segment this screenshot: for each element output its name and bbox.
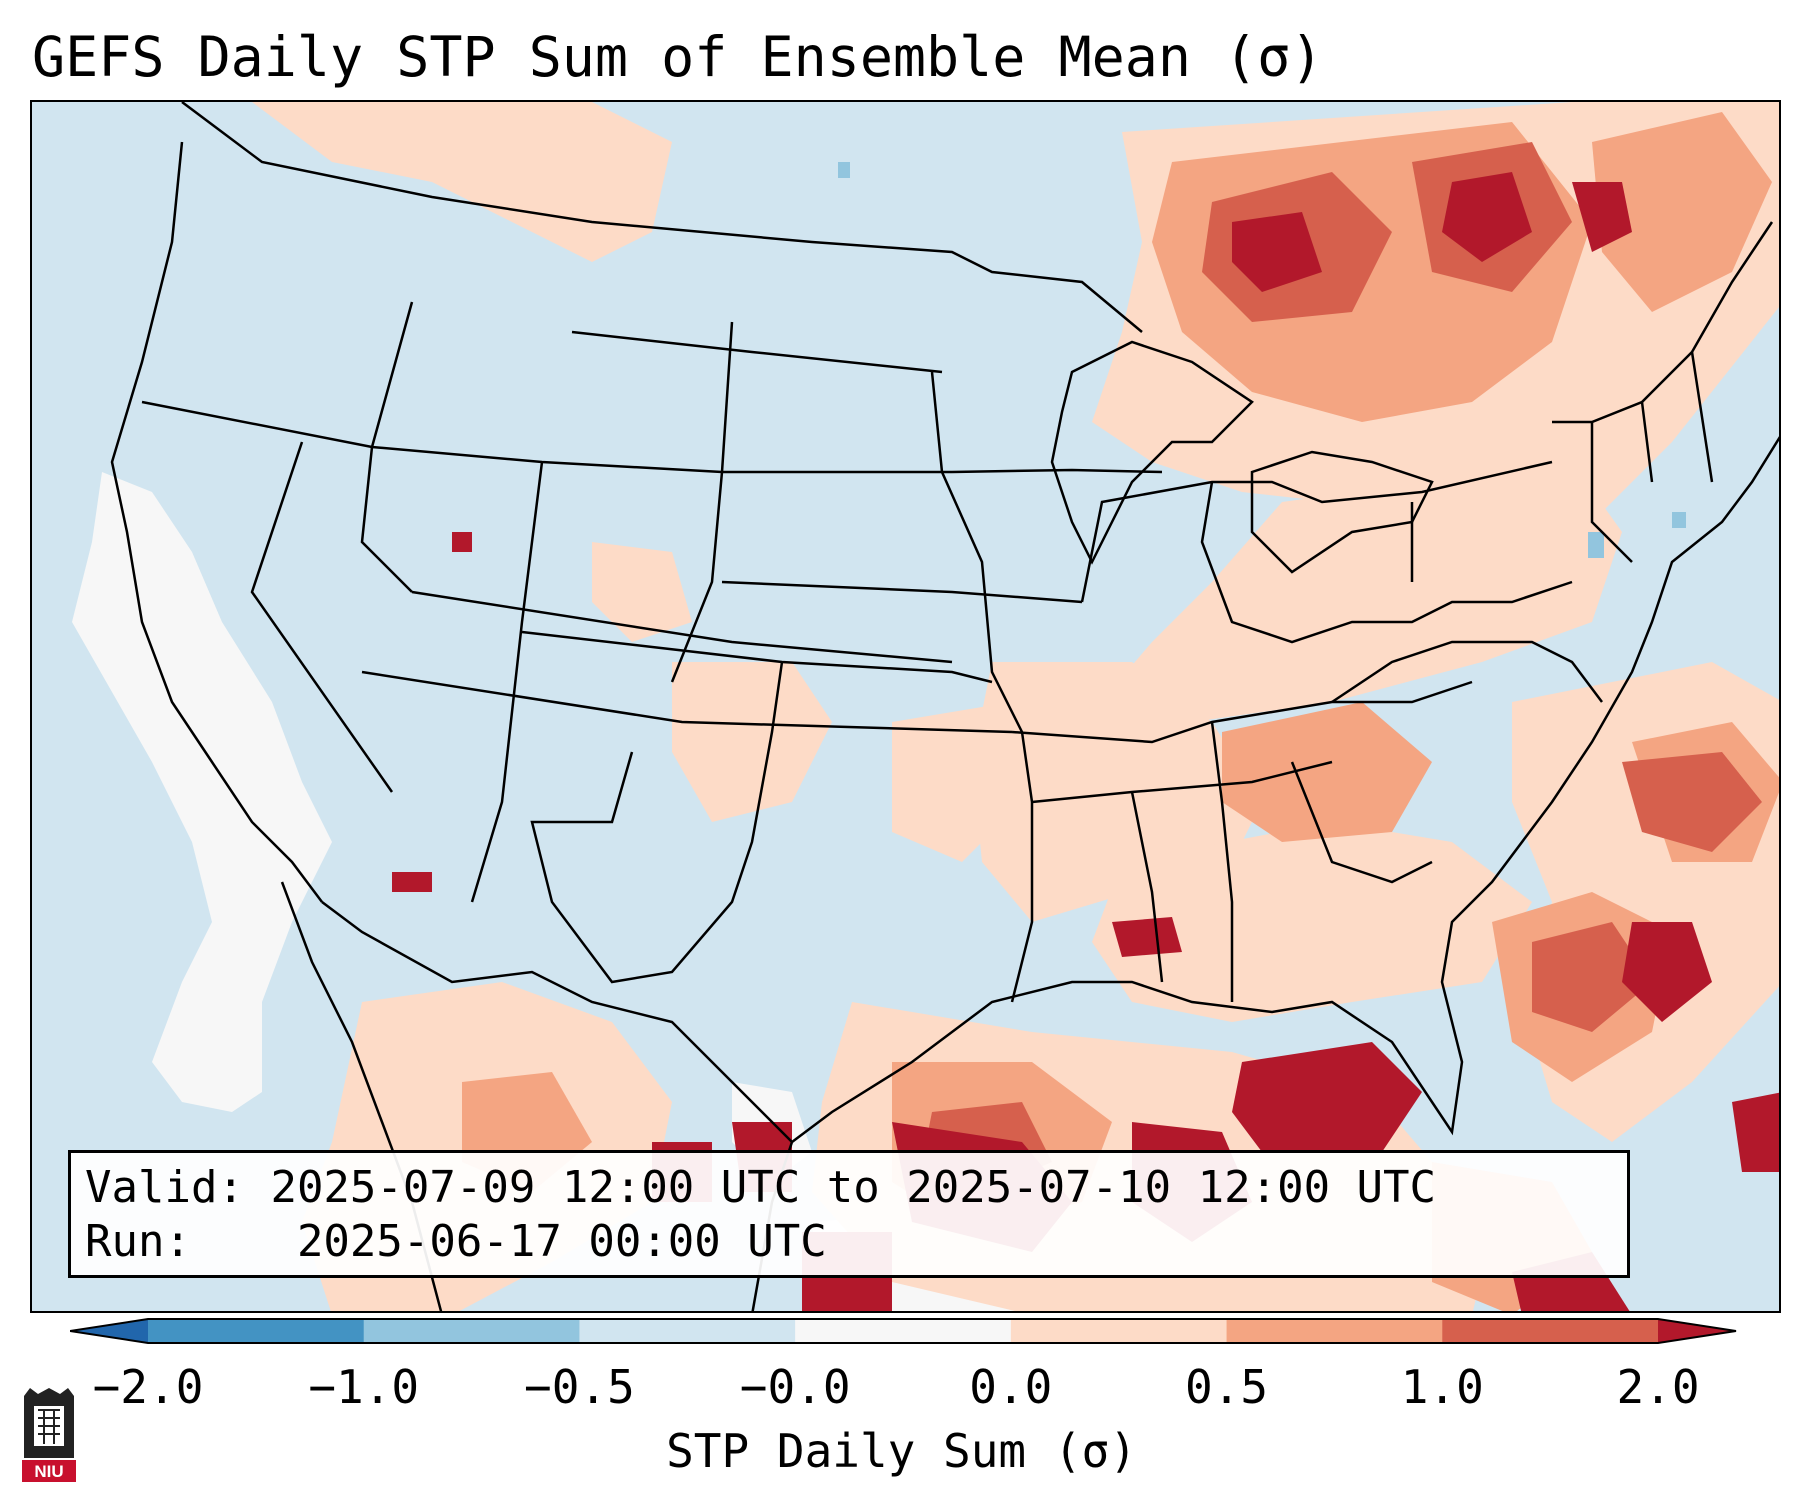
colorbar-tick-label: 1.0: [1400, 1360, 1484, 1414]
map-panel: [30, 100, 1781, 1313]
colorbar-bin: [579, 1319, 796, 1343]
colorbar-bin: [363, 1319, 580, 1343]
logo-text: NIU: [34, 1462, 63, 1481]
colorbar-bin: [1226, 1319, 1443, 1343]
run-label: Run:: [85, 1216, 191, 1267]
niu-logo-icon: NIU: [22, 1388, 76, 1482]
colorbar-tick-label: −0.0: [739, 1360, 851, 1414]
colorbar-title: STP Daily Sum (σ): [666, 1424, 1137, 1478]
colorbar-tick-label: −1.0: [308, 1360, 420, 1414]
colorbar-tick-label: 0.5: [1185, 1360, 1269, 1414]
colorbar-extend-high: [1658, 1319, 1736, 1343]
run-value: 2025-06-17 00:00 UTC: [296, 1216, 827, 1267]
colorbar-bin: [148, 1319, 365, 1343]
valid-run-box: Valid: 2025-07-09 12:00 UTC to 2025-07-1…: [68, 1150, 1630, 1278]
chart-title: GEFS Daily STP Sum of Ensemble Mean (σ): [32, 25, 1324, 89]
valid-label: Valid:: [85, 1162, 244, 1213]
stp-negative-spots: [838, 162, 1686, 558]
colorbar-bin: [795, 1319, 1012, 1343]
map-svg: [72, 102, 1779, 1311]
colorbar-tick-label: 0.0: [969, 1360, 1053, 1414]
colorbar-tick-label: −0.5: [524, 1360, 635, 1414]
colorbar: [70, 1318, 1737, 1344]
colorbar-bin: [1442, 1319, 1659, 1343]
colorbar-tick-label: 2.0: [1616, 1360, 1700, 1414]
colorbar-tick-label: −2.0: [92, 1360, 204, 1414]
valid-value: 2025-07-09 12:00 UTC to 2025-07-10 12:00…: [270, 1162, 1437, 1213]
colorbar-bin: [1010, 1319, 1228, 1343]
colorbar-extend-low: [70, 1319, 148, 1343]
